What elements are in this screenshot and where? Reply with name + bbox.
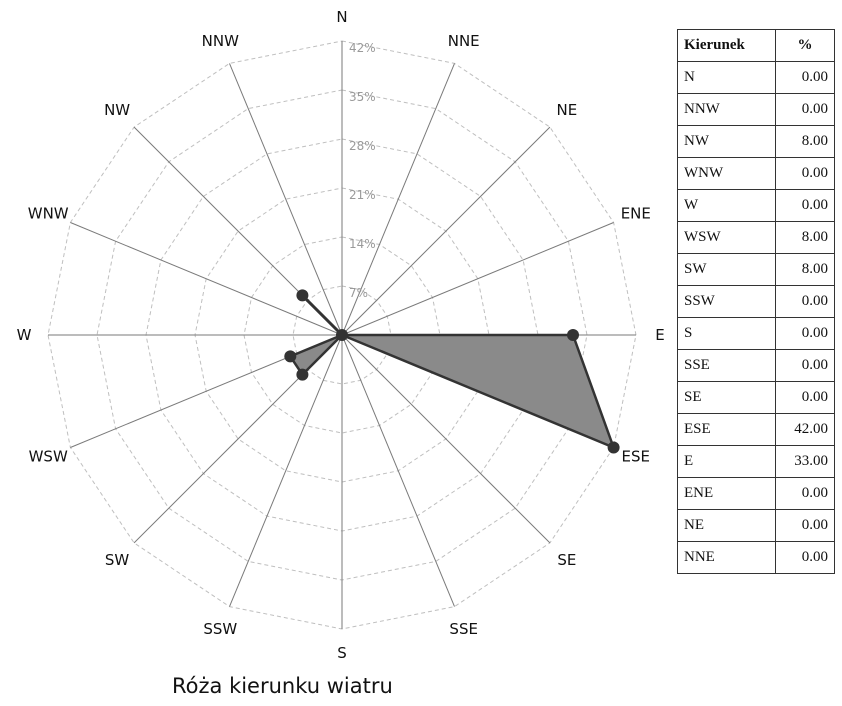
table-row: NNW 0.00 [677,93,835,126]
table-cell-percent: 0.00 [775,477,835,510]
column-header-direction: Kierunek [677,29,776,62]
direction-label: SSE [449,620,478,638]
center-point [336,329,348,341]
direction-label: N [336,8,347,26]
column-header-percent: % [775,29,835,62]
table-cell-percent: 0.00 [775,157,835,190]
table-cell-direction: N [677,61,776,94]
data-area [289,333,344,376]
axis-line [70,222,343,336]
chart-data-layer [284,289,620,454]
axis-line [341,126,551,336]
table-cell-direction: W [677,189,776,222]
ring-label: 42% [349,41,376,55]
grid-ring [243,236,441,434]
table-cell-direction: NE [677,509,776,542]
axis-line [229,334,343,607]
table-row: S 0.00 [677,317,835,350]
table-row: ESE 42.00 [677,413,835,446]
table-cell-percent: 8.00 [775,253,835,286]
table-row: NE 0.00 [677,509,835,542]
table-cell-percent: 0.00 [775,285,835,318]
table-cell-percent: 0.00 [775,349,835,382]
direction-label: WNW [28,204,69,222]
direction-label: NNE [448,32,480,50]
wind-direction-table: Kierunek % N 0.00 NNW 0.00 NW 8.00 WNW 0.00 W 0.0… [677,29,835,574]
direction-label: SE [557,551,576,569]
chart-title: Róża kierunku wiatru [172,674,393,698]
table-cell-percent: 0.00 [775,381,835,414]
direction-label: WSW [29,448,68,466]
direction-label: SSW [203,620,237,638]
direction-label: ENE [621,204,651,222]
table-cell-direction: NNW [677,93,776,126]
table-cell-percent: 8.00 [775,221,835,254]
table-cell-direction: WNW [677,157,776,190]
data-point-sw [296,368,309,381]
data-point-e [567,329,579,341]
data-point-wsw [284,350,297,363]
axis-line [341,334,551,544]
table-cell-percent: 42.00 [775,413,835,446]
direction-label: ESE [622,448,650,466]
table-cell-direction: WSW [677,221,776,254]
direction-label: W [17,326,32,344]
axis-line [341,63,455,336]
grid-ring [292,285,392,385]
table-row: W 0.00 [677,189,835,222]
table-cell-percent: 0.00 [775,317,835,350]
table-cell-percent: 8.00 [775,125,835,158]
direction-label: S [337,644,347,662]
data-area [340,333,615,449]
table-row: NW 8.00 [677,125,835,158]
table-body: N 0.00 NNW 0.00 NW 8.00 WNW 0.00 W 0.00 WSW 8.00 SW 8… [677,61,835,574]
table-cell-percent: 0.00 [775,541,835,574]
table-cell-direction: S [677,317,776,350]
table-row: SSE 0.00 [677,349,835,382]
direction-label: SW [105,551,130,569]
table-row: SW 8.00 [677,253,835,286]
axis-line [341,222,614,336]
data-point-ese [607,441,620,454]
table-row: ENE 0.00 [677,477,835,510]
axis-line [341,334,455,607]
table-row: SSW 0.00 [677,285,835,318]
table-cell-direction: NNE [677,541,776,574]
wind-rose-chart: 7% 14% 21% 28% 35% 42% N NNE NE ENE E ESE SE SSE S SSW… [17,8,665,662]
direction-label: NE [557,101,578,119]
ring-label: 35% [349,90,376,104]
table-cell-percent: 0.00 [775,61,835,94]
data-point-nw [296,289,309,302]
table-cell-percent: 0.00 [775,189,835,222]
axis-line [229,63,343,336]
table-cell-direction: ESE [677,413,776,446]
ring-labels: 7% 14% 21% 28% 35% 42% [349,41,376,300]
table-cell-direction: SSW [677,285,776,318]
table-row: WNW 0.00 [677,157,835,190]
table-cell-direction: SE [677,381,776,414]
direction-label: NW [104,101,130,119]
table-row: E 33.00 [677,445,835,478]
table-row: SE 0.00 [677,381,835,414]
direction-label: E [655,326,664,344]
direction-labels: N NNE NE ENE E ESE SE SSE S SSW SW WSW W WNW NW NNW [17,8,665,662]
table-cell-percent: 0.00 [775,509,835,542]
table-row: N 0.00 [677,61,835,94]
table-cell-direction: NW [677,125,776,158]
table-header-row: Kierunek % [677,29,835,62]
ring-label: 28% [349,139,376,153]
table-cell-direction: SSE [677,349,776,382]
data-line [301,294,344,337]
ring-label: 7% [349,286,368,300]
table-cell-percent: 33.00 [775,445,835,478]
table-row: NNE 0.00 [677,541,835,574]
direction-label: NNW [202,32,239,50]
ring-label: 21% [349,188,376,202]
ring-label: 14% [349,237,376,251]
table-cell-percent: 0.00 [775,93,835,126]
table-cell-direction: SW [677,253,776,286]
table-row: WSW 8.00 [677,221,835,254]
table-cell-direction: E [677,445,776,478]
table-cell-direction: ENE [677,477,776,510]
